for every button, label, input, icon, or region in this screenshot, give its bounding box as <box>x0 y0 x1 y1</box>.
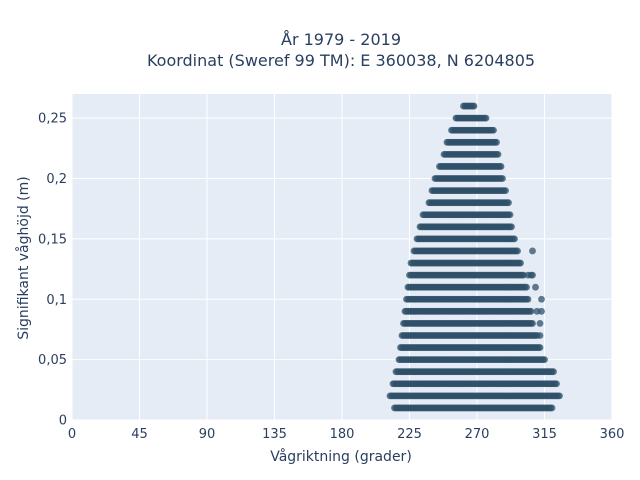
chart-title-line-2: Koordinat (Sweref 99 TM): E 360038, N 62… <box>147 51 535 70</box>
point-row <box>425 199 512 207</box>
data-point <box>536 320 544 327</box>
data-point <box>511 235 518 243</box>
data-point <box>550 368 557 376</box>
data-point <box>523 283 530 291</box>
x-tick-label: 315 <box>532 427 557 442</box>
data-point <box>538 307 545 315</box>
point-row <box>397 344 544 351</box>
point-row <box>403 295 532 303</box>
chart-title-line-1: År 1979 - 2019 <box>281 30 401 49</box>
point-row <box>398 332 541 339</box>
data-point <box>538 295 545 303</box>
x-tick-label: 360 <box>600 427 625 442</box>
x-tick-label: 270 <box>465 427 490 442</box>
y-tick-label: 0,05 <box>38 353 67 368</box>
data-point <box>536 344 544 351</box>
data-point <box>529 247 536 255</box>
point-row <box>436 163 505 170</box>
point-row <box>386 392 563 400</box>
data-point <box>532 283 539 291</box>
data-point <box>499 175 506 182</box>
data-points <box>386 102 563 412</box>
data-point <box>494 150 502 158</box>
y-tick-label: 0,15 <box>38 232 67 247</box>
point-row <box>391 404 556 412</box>
data-point <box>529 320 536 327</box>
data-point <box>506 211 514 219</box>
point-row <box>389 380 560 388</box>
data-point <box>527 307 535 315</box>
data-point <box>505 199 512 207</box>
data-point <box>493 138 500 146</box>
x-tick-label: 0 <box>68 427 76 442</box>
data-point <box>497 163 505 170</box>
y-tick-label: 0 <box>59 414 67 429</box>
point-row <box>395 356 548 364</box>
x-tick-label: 45 <box>131 427 148 442</box>
x-axis-title: Vågriktning (grader) <box>270 448 412 465</box>
point-row <box>416 223 515 231</box>
data-point <box>548 404 556 412</box>
data-point <box>536 332 544 339</box>
point-row <box>452 114 490 122</box>
x-tick-label: 135 <box>262 427 287 442</box>
y-axis-title: Signifikant våghöjd (m) <box>15 176 32 339</box>
x-tick-label: 180 <box>330 427 355 442</box>
point-row <box>406 271 527 279</box>
x-tick-label: 90 <box>199 427 216 442</box>
data-point <box>517 259 524 267</box>
point-row <box>413 235 518 243</box>
point-row <box>401 307 535 315</box>
point-row <box>431 175 506 182</box>
data-point <box>553 380 560 388</box>
x-tick-label: 225 <box>397 427 422 442</box>
point-row <box>404 283 530 291</box>
data-point <box>541 356 548 364</box>
data-point <box>502 187 509 194</box>
y-tick-label: 0,2 <box>46 172 67 187</box>
data-point <box>524 295 532 303</box>
data-point <box>514 247 521 255</box>
y-tick-label: 0,25 <box>38 112 67 127</box>
point-row <box>410 247 521 255</box>
point-row <box>407 259 524 267</box>
point-row <box>392 368 557 376</box>
point-row <box>400 320 536 327</box>
point-row <box>440 150 502 158</box>
x-axis-ticks: 0 45 90 135 180 225 270 315 360 <box>68 427 625 442</box>
data-point <box>524 271 532 279</box>
data-point <box>482 114 490 122</box>
point-row <box>460 102 478 110</box>
point-row <box>428 187 509 194</box>
point-row <box>419 211 514 219</box>
data-point <box>490 126 497 134</box>
data-point <box>556 392 563 400</box>
point-row <box>448 126 497 134</box>
y-axis-ticks: 0 0,05 0,1 0,15 0,2 0,25 <box>38 112 67 429</box>
data-point <box>470 102 478 110</box>
y-tick-label: 0,1 <box>46 293 67 308</box>
data-point <box>508 223 515 231</box>
point-row <box>443 138 500 146</box>
